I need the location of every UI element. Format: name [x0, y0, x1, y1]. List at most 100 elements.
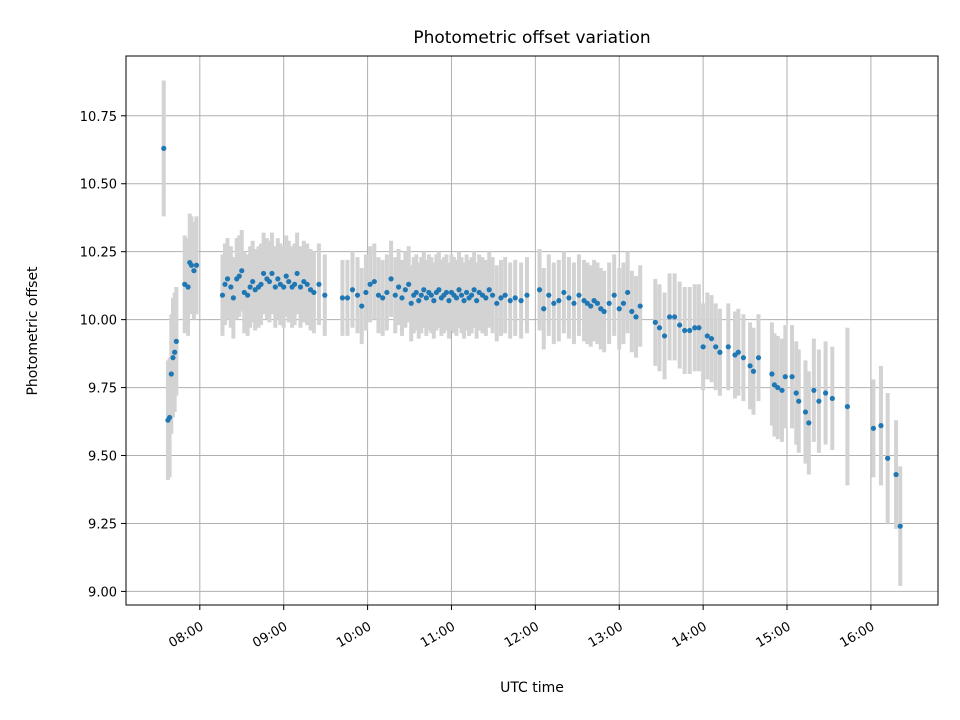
y-tick-label: 10.75: [80, 110, 117, 125]
data-point: [349, 287, 356, 293]
data-point: [286, 278, 292, 285]
data-point: [423, 295, 429, 301]
data-point: [453, 295, 460, 301]
data-point: [806, 420, 812, 426]
data-point: [601, 308, 607, 315]
data-point: [402, 287, 408, 293]
data-point: [822, 390, 829, 396]
data-point: [677, 322, 683, 328]
data-point: [191, 268, 197, 274]
data-point: [258, 281, 264, 287]
data-point: [566, 295, 572, 301]
data-point: [272, 284, 278, 290]
data-point: [789, 374, 795, 380]
data-point: [524, 292, 530, 298]
y-tick-label: 9.75: [88, 382, 117, 397]
data-point: [740, 355, 746, 361]
data-point: [489, 292, 496, 298]
data-point: [392, 292, 398, 298]
data-point: [371, 278, 377, 285]
data-point: [661, 333, 668, 339]
x-axis-label: UTC time: [500, 680, 564, 696]
y-tick-label: 10.50: [80, 178, 117, 193]
data-point: [408, 300, 414, 306]
y-tick-label: 9.00: [88, 585, 117, 600]
data-point: [322, 292, 328, 298]
data-point: [384, 289, 390, 296]
data-point: [245, 292, 251, 298]
data-point: [486, 287, 492, 293]
data-point: [541, 306, 547, 312]
data-point: [172, 349, 178, 355]
data-point: [167, 414, 173, 421]
data-point: [747, 363, 753, 369]
data-point: [656, 325, 663, 331]
data-point: [283, 273, 289, 279]
data-point: [713, 344, 719, 350]
y-tick-label: 10.25: [80, 246, 117, 261]
data-point: [161, 145, 167, 152]
data-point: [474, 298, 480, 304]
data-point: [406, 281, 412, 287]
data-point: [502, 292, 508, 298]
data-point: [228, 284, 234, 290]
data-point: [458, 292, 465, 298]
data-point: [297, 284, 304, 290]
data-point: [708, 336, 715, 342]
data-point: [236, 273, 242, 279]
data-point: [292, 281, 298, 287]
data-point: [418, 292, 424, 298]
data-point: [897, 523, 903, 529]
data-point: [594, 300, 601, 306]
data-point: [436, 287, 442, 293]
data-point: [316, 281, 322, 287]
data-point: [446, 298, 452, 304]
data-point: [700, 344, 706, 350]
y-axis-label: Photometric offset: [25, 266, 41, 396]
data-point: [755, 355, 762, 361]
data-point: [844, 403, 851, 410]
data-point: [168, 371, 174, 377]
data-point: [611, 292, 617, 298]
data-point: [443, 289, 450, 296]
data-point: [616, 306, 622, 312]
data-point: [551, 300, 557, 306]
y-tick-label: 10.00: [80, 314, 117, 329]
data-point: [498, 295, 504, 301]
data-point: [461, 298, 467, 304]
data-point: [339, 295, 346, 301]
data-point: [625, 289, 631, 296]
data-point: [483, 295, 489, 301]
data-point: [266, 278, 273, 285]
data-points: [161, 145, 903, 529]
data-point: [170, 355, 176, 361]
data-point: [571, 300, 577, 306]
data-point: [494, 300, 500, 306]
data-point: [682, 327, 688, 334]
data-point: [518, 298, 524, 304]
data-point: [269, 270, 275, 277]
data-point: [576, 292, 582, 298]
data-point: [193, 262, 200, 268]
chart-title: Photometric offset variation: [413, 28, 650, 48]
data-point: [380, 295, 386, 301]
data-point: [696, 325, 702, 331]
data-point: [456, 287, 462, 293]
data-point: [620, 300, 627, 306]
data-point: [185, 284, 191, 290]
data-point: [173, 338, 179, 344]
data-point: [399, 295, 405, 301]
data-point: [796, 398, 802, 404]
data-point: [870, 425, 877, 431]
data-point: [725, 344, 731, 350]
data-point: [239, 268, 245, 274]
data-point: [829, 395, 835, 402]
data-point: [304, 281, 310, 287]
data-point: [507, 298, 513, 304]
data-point: [666, 314, 673, 320]
data-point: [633, 314, 639, 320]
data-point: [893, 471, 899, 478]
data-point: [717, 349, 723, 355]
data-point: [463, 289, 470, 296]
